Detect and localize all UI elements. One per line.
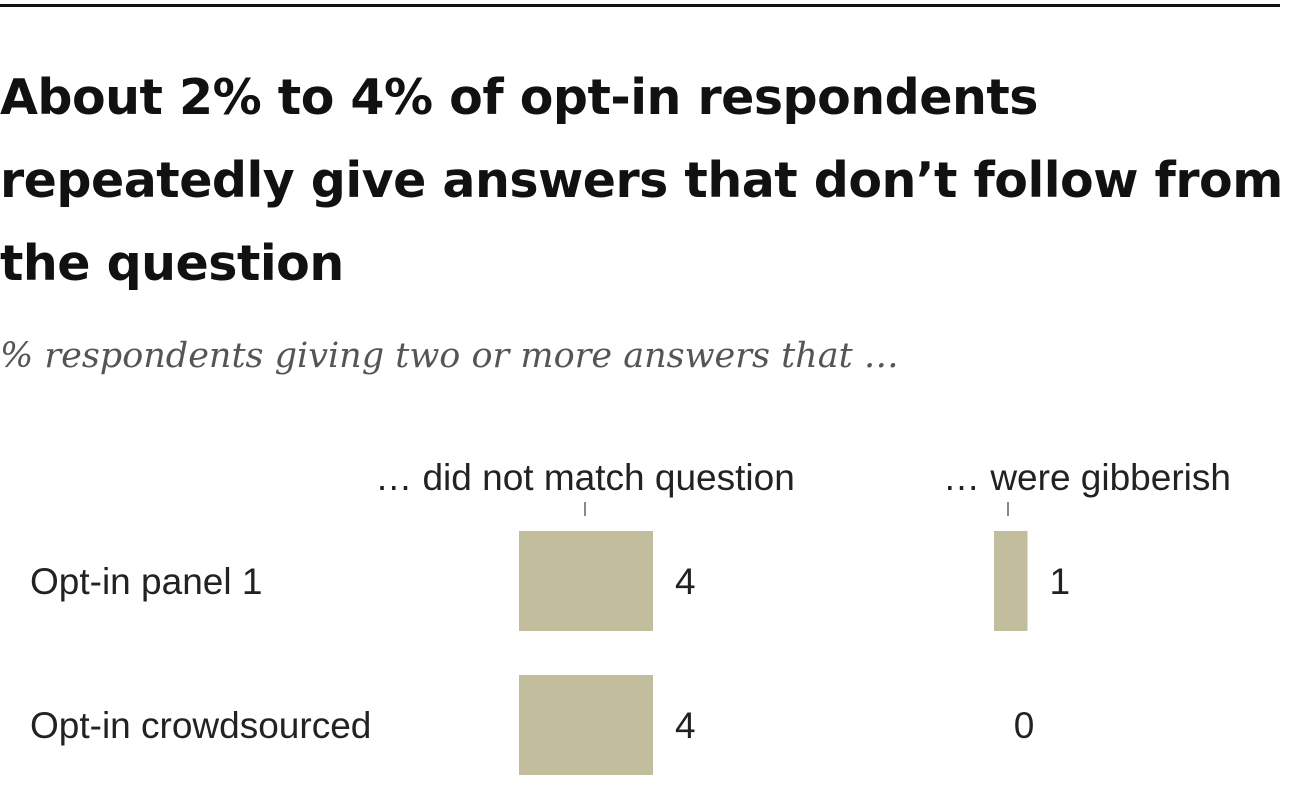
value-label: 4	[675, 705, 696, 746]
value-label: 4	[675, 561, 696, 602]
column-header: … were gibberish	[943, 457, 1231, 498]
value-label: 1	[1050, 561, 1071, 602]
bar	[519, 531, 653, 631]
bar	[994, 531, 1028, 631]
value-label: 0	[1014, 705, 1035, 746]
bar-chart: … did not match question … were gibberish…	[30, 457, 1231, 775]
column-header: … did not match question	[375, 457, 795, 498]
category-label: Opt-in crowdsourced	[30, 705, 371, 746]
top-rule	[0, 4, 1280, 7]
category-label: Opt-in panel 1	[30, 561, 262, 602]
chart-title: About 2% to 4% of opt-in respondents rep…	[0, 69, 1283, 292]
bar	[519, 675, 653, 775]
chart-subtitle: % respondents giving two or more answers…	[0, 336, 899, 376]
